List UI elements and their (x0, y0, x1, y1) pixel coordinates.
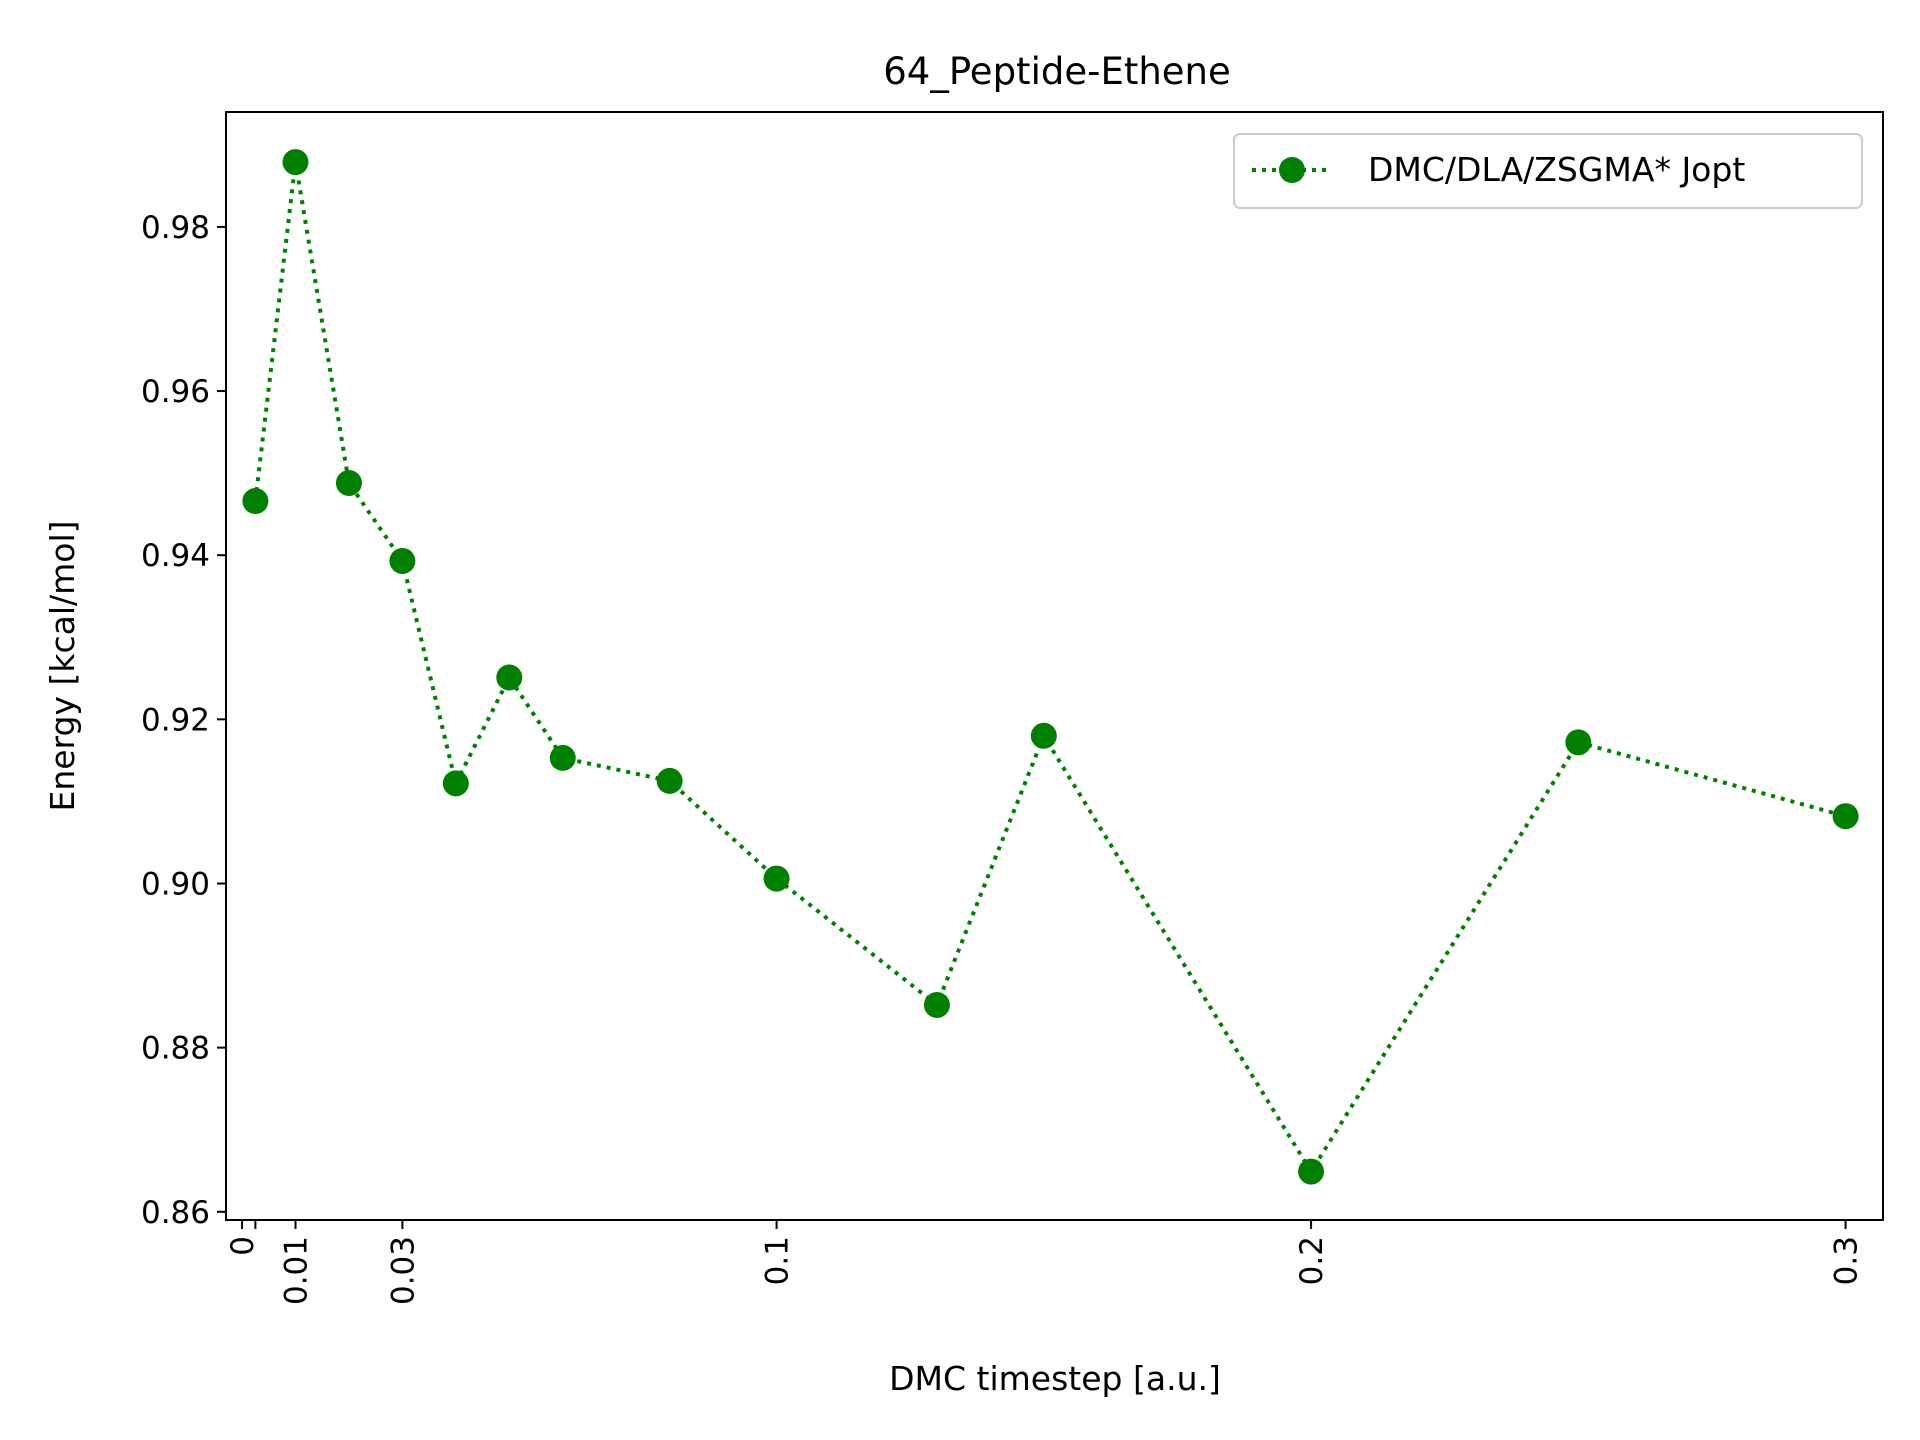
data-point (496, 664, 523, 691)
x-axis-label: DMC timestep [a.u.] (889, 1359, 1221, 1398)
data-point (442, 770, 469, 797)
data-point (1298, 1158, 1325, 1185)
legend-marker (1279, 157, 1305, 183)
y-tick-label: 0.88 (141, 1031, 210, 1067)
legend-label: DMC/DLA/ZSGMA* Jopt (1368, 150, 1745, 189)
y-axis-label: Energy [kcal/mol] (43, 520, 82, 811)
data-point (335, 469, 362, 496)
data-point (1565, 729, 1592, 756)
y-tick-label: 0.96 (141, 374, 210, 410)
series-layer (242, 149, 1859, 1185)
plot-area-frame (225, 111, 1884, 1221)
x-tick-label: 0.03 (385, 1236, 421, 1305)
data-point (242, 488, 269, 515)
chart-title: 64_Peptide-Ethene (883, 50, 1231, 93)
y-tick-label: 0.86 (141, 1195, 210, 1231)
legend-box (1233, 133, 1863, 209)
data-point (1030, 722, 1057, 749)
x-tick-label: 0.3 (1829, 1236, 1865, 1285)
x-tick-label: 0.01 (278, 1236, 314, 1305)
data-point (549, 744, 576, 771)
x-tick-label: 0.2 (1294, 1236, 1330, 1285)
y-tick-label: 0.90 (141, 866, 210, 902)
data-point (763, 865, 790, 892)
y-tick-label: 0.92 (141, 702, 210, 738)
data-point (282, 149, 309, 176)
y-tick-label: 0.94 (141, 538, 210, 574)
data-point (1832, 803, 1859, 830)
axes-layer: 0.86 0.88 0.90 0.92 0.94 0.96 0.98 0 0.01 0.03 0.1… (141, 210, 1865, 1305)
y-tick-label: 0.98 (141, 210, 210, 246)
data-point (923, 991, 950, 1018)
series-line (253, 161, 1847, 1176)
x-tick-label: 0.1 (760, 1236, 796, 1285)
data-point (656, 767, 683, 794)
legend: DMC/DLA/ZSGMA* Jopt (1233, 133, 1863, 209)
data-point (389, 547, 416, 574)
x-tick-label: 0 (225, 1236, 261, 1256)
